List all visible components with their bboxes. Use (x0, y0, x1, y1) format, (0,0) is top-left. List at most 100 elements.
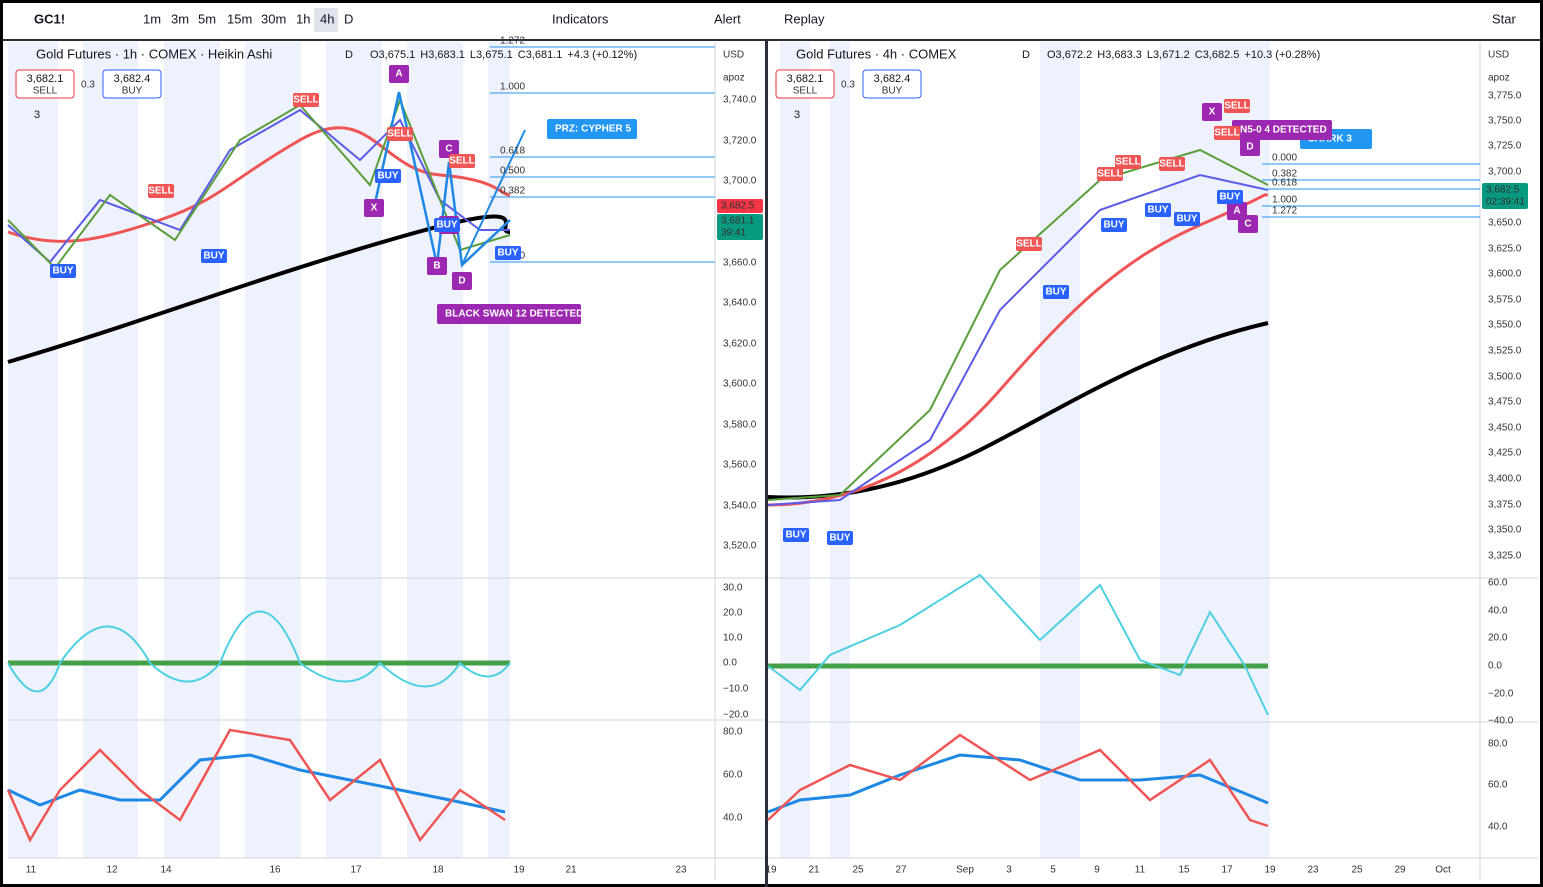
time-label: 27 (895, 865, 907, 876)
fib-label: 0.382 (500, 186, 525, 197)
interval[interactable]: 1h (296, 11, 310, 26)
toolbar-indicators[interactable]: Indicators (552, 11, 609, 26)
signal-box (293, 93, 319, 107)
signal: BUY (1147, 205, 1168, 216)
time-label: 14 (160, 865, 172, 876)
signal-box (783, 528, 809, 542)
osc-label: 20.0 (723, 608, 743, 619)
interval[interactable]: D (344, 11, 353, 26)
time-label: 21 (808, 865, 820, 876)
scale: apoz (723, 73, 745, 84)
signal: BUY (785, 530, 806, 541)
time-label: 11 (1135, 865, 1146, 876)
sell-box (775, 69, 835, 99)
price-label: 3,575.0 (1488, 295, 1522, 306)
ohlc: C3,682.5 (1195, 49, 1240, 61)
signal-box (1097, 167, 1123, 181)
signal-box (449, 154, 475, 168)
osc-label: −10.0 (723, 684, 749, 695)
toolbar-alert[interactable]: Alert (714, 11, 741, 26)
price-label: 3,700.0 (1488, 167, 1522, 178)
buy: BUY (122, 86, 143, 97)
pattern-label: A (395, 69, 402, 80)
signal: BUY (829, 533, 850, 544)
osc-label: −40.0 (1488, 716, 1514, 727)
price-tag-text: 39:41 (721, 228, 746, 239)
rsi-label: 80.0 (1488, 739, 1508, 750)
fib-label: 0.500 (500, 166, 525, 177)
fib-label: 1.000 (1272, 195, 1297, 206)
signal-box (1101, 218, 1127, 232)
signal-box (1145, 203, 1171, 217)
price-label: 3,475.0 (1488, 397, 1522, 408)
osc-label: 10.0 (723, 633, 743, 644)
price-label: 3,660.0 (723, 258, 757, 269)
annotation: BLACK SWAN 12 DETECTED (445, 309, 583, 320)
osc-label: 60.0 (1488, 578, 1508, 589)
signal: BUY (1103, 220, 1124, 231)
interval[interactable]: 15m (227, 11, 252, 26)
ohlc: +4.3 (+0.12%) (567, 49, 637, 61)
price-label: 3,325.0 (1488, 551, 1522, 562)
ohlc: O3,675.1 (370, 49, 415, 61)
interval[interactable]: 4h (320, 11, 334, 26)
osc-label: 0.0 (1488, 661, 1502, 672)
flag: D (345, 49, 353, 61)
price-label: 3,650.0 (1488, 218, 1522, 229)
signal-box (375, 169, 401, 183)
price-label: 3,400.0 (1488, 474, 1522, 485)
osc-label: 20.0 (1488, 633, 1508, 644)
ohlc: C3,681.1 (518, 49, 563, 61)
price-label: 3,640.0 (723, 298, 757, 309)
signal: BUY (377, 171, 398, 182)
ohlc: +10.3 (+0.28%) (1244, 49, 1320, 61)
fib-label: 0.000 (1272, 153, 1297, 164)
pattern-point (452, 272, 472, 290)
panel-title: Gold Futures · 1h · COMEX · Heikin Ashi (36, 46, 272, 61)
interval-active (314, 8, 338, 32)
toolbar-replay[interactable]: Replay (784, 11, 825, 26)
rsi-label: 80.0 (723, 727, 743, 738)
pattern-label: A (1233, 206, 1240, 217)
time-label: 19 (765, 865, 777, 876)
interval[interactable]: 30m (261, 11, 286, 26)
annotation: PRZ: CYPHER 5 (555, 124, 632, 135)
signal: BUY (497, 248, 518, 259)
fib-label: 0.618 (1272, 178, 1297, 189)
fib-label: 0.618 (500, 146, 525, 157)
price-tag (717, 214, 763, 228)
osc-label: 30.0 (723, 583, 743, 594)
toolbar-star[interactable]: Star (1492, 11, 1517, 26)
interval[interactable]: 5m (198, 11, 216, 26)
osc-label: 40.0 (1488, 606, 1508, 617)
time-label: 3 (1006, 865, 1012, 876)
sell: SELL (793, 86, 818, 97)
time-label: 23 (675, 865, 687, 876)
annotation-box (1232, 120, 1332, 140)
signal: BUY (436, 220, 457, 231)
interval[interactable]: 1m (143, 11, 161, 26)
fib-label: 1.272 (1272, 206, 1297, 217)
price-label: 3,600.0 (723, 379, 757, 390)
time-label: 18 (432, 865, 444, 876)
interval[interactable]: 3m (171, 11, 189, 26)
sell-box (15, 69, 75, 99)
pattern-point (439, 140, 459, 158)
divider (765, 40, 768, 887)
signal: BUY (1176, 214, 1197, 225)
price-tag (1482, 195, 1528, 209)
time-label: 29 (1394, 865, 1406, 876)
price-label: 3,540.0 (723, 501, 757, 512)
osc-label: −20.0 (723, 710, 749, 721)
signal-box (201, 249, 227, 263)
price-tag (717, 199, 763, 213)
signal: SELL (1016, 239, 1042, 250)
price-label: 3,700.0 (723, 176, 757, 187)
signal-box (387, 127, 413, 141)
signal-box (1159, 157, 1185, 171)
signal: SELL (387, 129, 413, 140)
price-label: 3,560.0 (723, 460, 757, 471)
signal-box (1043, 285, 1069, 299)
signal-box (50, 264, 76, 278)
time-label: 11 (26, 865, 37, 876)
